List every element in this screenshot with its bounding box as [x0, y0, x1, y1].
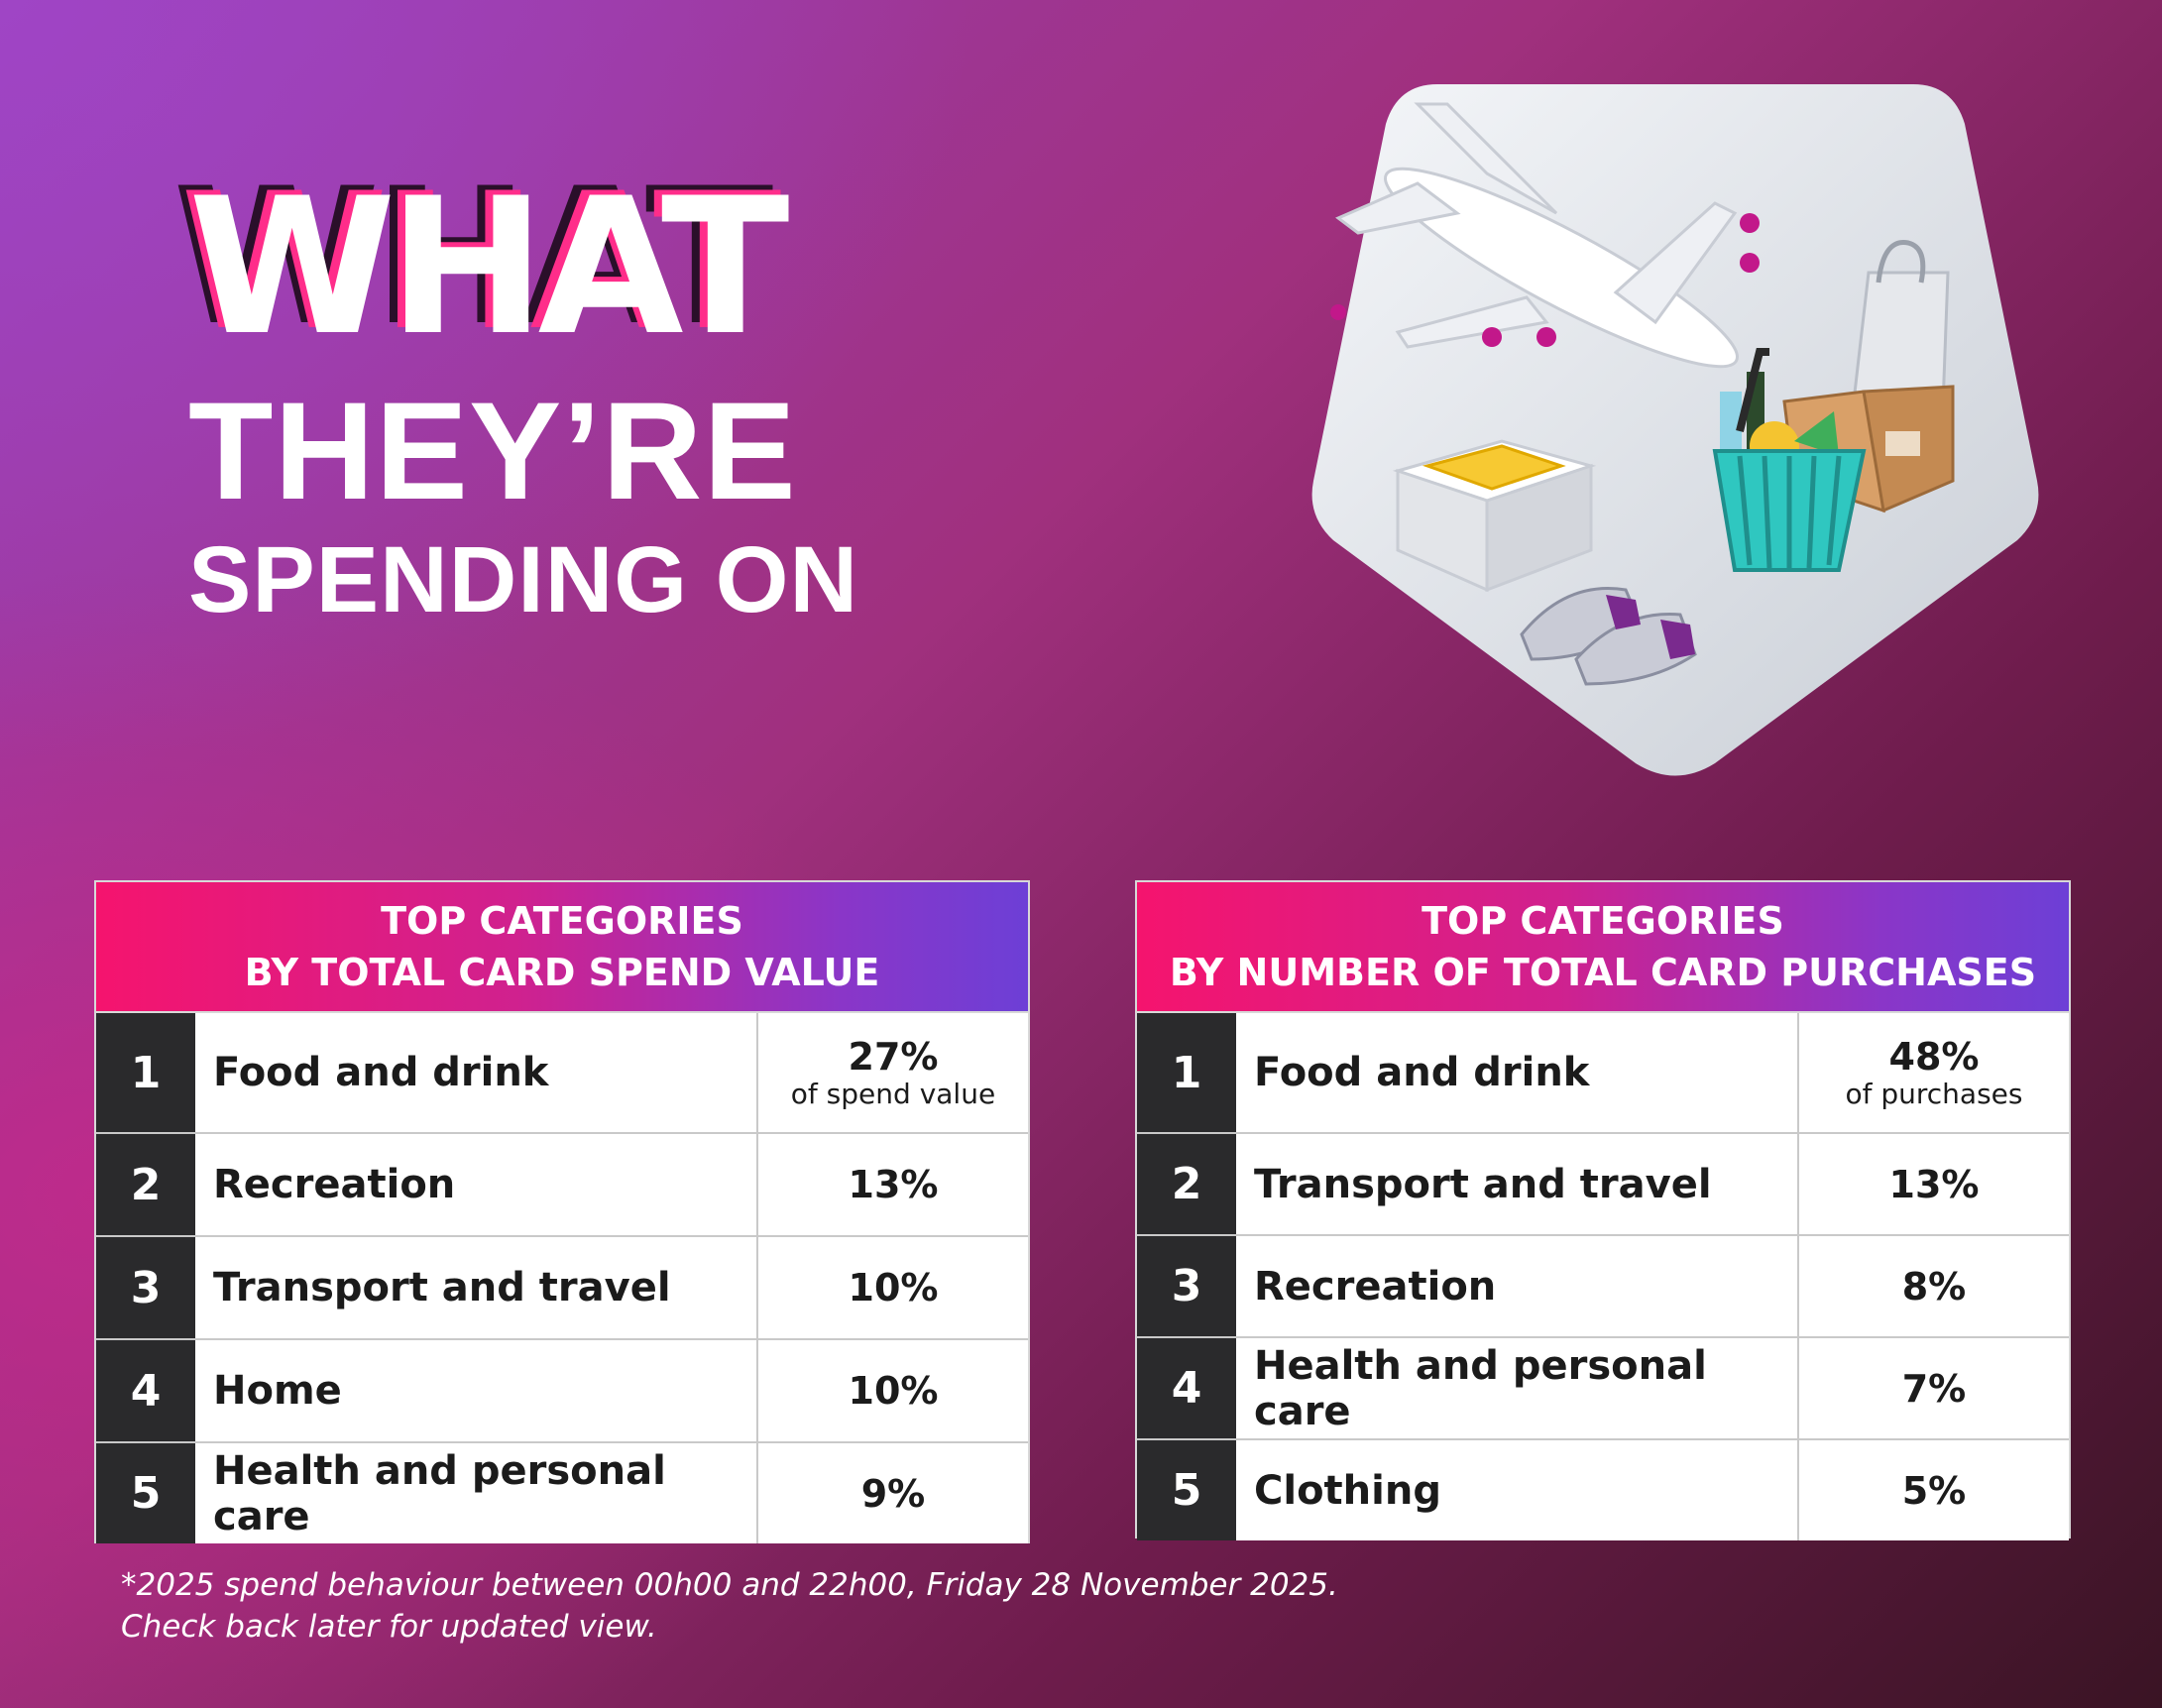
rank-cell: 5	[1137, 1440, 1236, 1540]
table-purchase-count: TOP CATEGORIES BY NUMBER OF TOTAL CARD P…	[1135, 880, 2071, 1540]
table-row: 3 Transport and travel 10%	[96, 1237, 1028, 1340]
footnote-line1: *2025 spend behaviour between 00h00 and …	[121, 1567, 1338, 1603]
rank-cell: 3	[96, 1237, 195, 1338]
percentage: 10%	[848, 1266, 939, 1309]
percentage: 9%	[860, 1471, 926, 1516]
headline-what-shadow-pink: WHAT	[180, 153, 781, 372]
value-cell: 13%	[1799, 1134, 2069, 1234]
category-cell: Transport and travel	[195, 1237, 758, 1338]
percentage: 48%	[1888, 1035, 1980, 1079]
folded-shirt-box-icon	[1392, 439, 1597, 593]
table-row: 5 Clothing 5%	[1137, 1440, 2069, 1540]
table-row: 4 Home 10%	[96, 1340, 1028, 1443]
value-cell: 27% of spend value	[758, 1013, 1028, 1132]
airplane-icon	[1330, 102, 1760, 369]
category-cell: Transport and travel	[1236, 1134, 1799, 1234]
percentage: 13%	[1888, 1162, 1980, 1206]
category-cell: Health and personal care	[195, 1443, 758, 1543]
value-cell: 10%	[758, 1237, 1028, 1338]
headline-theyre: THEY’RE	[188, 373, 797, 528]
category-cell: Clothing	[1236, 1440, 1799, 1540]
table-purchases-header-line2: BY NUMBER OF TOTAL CARD PURCHASES	[1169, 951, 2037, 994]
table-spend-header-line2: BY TOTAL CARD SPEND VALUE	[244, 951, 880, 994]
percentage: 7%	[1901, 1366, 1967, 1411]
value-cell: 5%	[1799, 1440, 2069, 1540]
rank-cell: 3	[1137, 1236, 1236, 1336]
category-cell: Food and drink	[195, 1013, 758, 1132]
rank-cell: 2	[96, 1134, 195, 1235]
table-row: 5 Health and personal care 9%	[96, 1443, 1028, 1543]
rank-cell: 1	[96, 1013, 195, 1132]
value-cell: 8%	[1799, 1236, 2069, 1336]
table-spend-header: TOP CATEGORIES BY TOTAL CARD SPEND VALUE	[96, 882, 1028, 1013]
category-cell: Recreation	[195, 1134, 758, 1235]
category-cell: Food and drink	[1236, 1013, 1799, 1132]
table-row: 4 Health and personal care 7%	[1137, 1338, 2069, 1440]
table-row: 1 Food and drink 27% of spend value	[96, 1013, 1028, 1134]
table-purchases-header: TOP CATEGORIES BY NUMBER OF TOTAL CARD P…	[1137, 882, 2069, 1013]
percentage-caption: of spend value	[790, 1078, 996, 1110]
headline-what-text: WHAT	[188, 158, 789, 377]
footnote: *2025 spend behaviour between 00h00 and …	[121, 1564, 1338, 1648]
headline: WHAT WHAT WHAT THEY’RE SPENDING ON	[172, 158, 882, 634]
sneakers-icon	[1520, 586, 1697, 686]
value-cell: 13%	[758, 1134, 1028, 1235]
table-row: 2 Recreation 13%	[96, 1134, 1028, 1237]
rank-cell: 4	[96, 1340, 195, 1441]
table-purchases-header-line1: TOP CATEGORIES	[1422, 899, 1784, 943]
percentage: 27%	[848, 1035, 939, 1079]
table-spend-value: TOP CATEGORIES BY TOTAL CARD SPEND VALUE…	[94, 880, 1030, 1543]
table-spend-header-line1: TOP CATEGORIES	[381, 899, 743, 943]
value-cell: 7%	[1799, 1338, 2069, 1438]
shopping-illustration	[1299, 64, 2052, 788]
value-cell: 48% of purchases	[1799, 1013, 2069, 1132]
rank-cell: 5	[96, 1443, 195, 1543]
rank-cell: 2	[1137, 1134, 1236, 1234]
category-cell: Home	[195, 1340, 758, 1441]
rank-cell: 4	[1137, 1338, 1236, 1438]
percentage-caption: of purchases	[1845, 1078, 2023, 1110]
footnote-line2: Check back later for updated view.	[121, 1609, 657, 1645]
percentage: 13%	[848, 1163, 939, 1206]
rank-cell: 1	[1137, 1013, 1236, 1132]
percentage: 10%	[848, 1369, 939, 1413]
headline-what: WHAT WHAT WHAT	[172, 158, 882, 377]
category-cell: Health and personal care	[1236, 1338, 1799, 1438]
table-row: 1 Food and drink 48% of purchases	[1137, 1013, 2069, 1134]
value-cell: 10%	[758, 1340, 1028, 1441]
headline-what-shadow-dark: WHAT	[172, 148, 773, 367]
grocery-basket-icon	[1712, 348, 1867, 572]
headline-spending-on: SPENDING ON	[188, 527, 859, 632]
table-row: 3 Recreation 8%	[1137, 1236, 2069, 1338]
value-cell: 9%	[758, 1443, 1028, 1543]
table-row: 2 Transport and travel 13%	[1137, 1134, 2069, 1236]
category-cell: Recreation	[1236, 1236, 1799, 1336]
percentage: 5%	[1901, 1468, 1967, 1513]
percentage: 8%	[1901, 1264, 1967, 1309]
